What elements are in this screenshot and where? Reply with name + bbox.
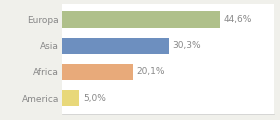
Text: 44,6%: 44,6% [223,15,252,24]
Text: 30,3%: 30,3% [172,41,201,50]
Text: 5,0%: 5,0% [83,94,106,103]
Bar [62,90,79,106]
Bar [62,11,220,27]
Bar [62,64,133,80]
Bar [62,38,169,54]
Text: 20,1%: 20,1% [136,67,165,76]
